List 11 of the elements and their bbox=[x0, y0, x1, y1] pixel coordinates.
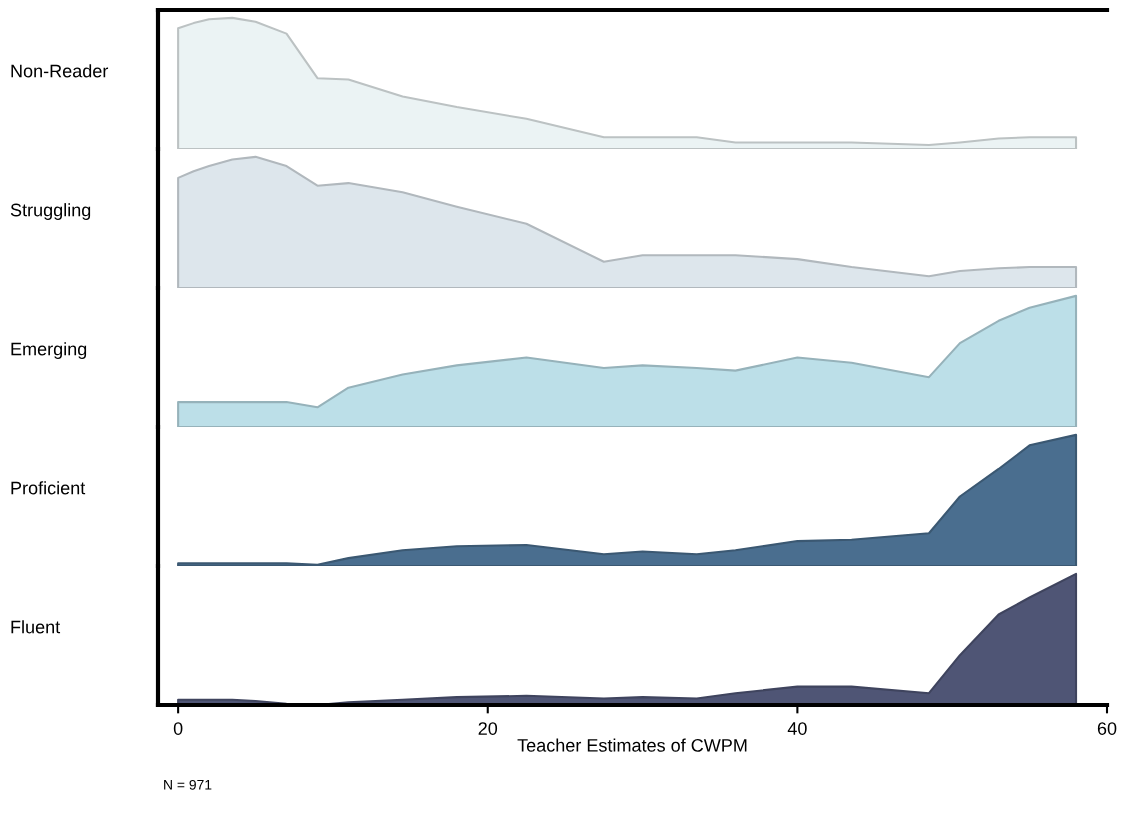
x-tick-label: 20 bbox=[478, 722, 498, 735]
x-tick-label: 60 bbox=[1097, 722, 1117, 735]
x-axis-title: Teacher Estimates of CWPM bbox=[517, 738, 747, 752]
y-axis-title: Non-Reader bbox=[11, 64, 109, 78]
y-axis-title: Proficient bbox=[11, 481, 86, 495]
y-axis-title: Struggling bbox=[10, 203, 91, 220]
x-tick-label: 0 bbox=[173, 722, 183, 735]
y-axis-title: Emerging bbox=[11, 342, 87, 359]
x-tick-label: 40 bbox=[787, 722, 807, 735]
text: N = 971 bbox=[164, 779, 212, 790]
y-axis-title: Fluent bbox=[11, 620, 61, 634]
